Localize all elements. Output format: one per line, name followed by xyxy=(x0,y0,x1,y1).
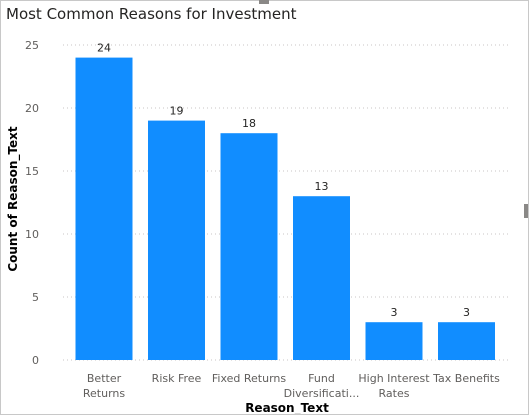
data-label: 3 xyxy=(463,306,470,319)
y-tick-label: 10 xyxy=(25,228,39,241)
x-tick-label: Fixed Returns xyxy=(212,372,287,385)
data-label: 3 xyxy=(391,306,398,319)
y-tick-label: 5 xyxy=(32,291,39,304)
x-tick-label: Better xyxy=(87,372,122,385)
y-tick-label: 0 xyxy=(32,354,39,367)
bar[interactable] xyxy=(220,133,278,360)
x-tick-label: Returns xyxy=(83,387,126,400)
data-labels: 24 19 18 13 3 3 xyxy=(97,42,470,320)
x-tick-label: Rates xyxy=(379,387,410,400)
data-label: 19 xyxy=(170,105,184,118)
x-tick-label: High Interest xyxy=(358,372,430,385)
data-label: 24 xyxy=(97,42,111,55)
y-tick-label: 25 xyxy=(25,39,39,52)
chart-title: Most Common Reasons for Investment xyxy=(6,5,297,23)
data-label: 18 xyxy=(242,117,256,130)
y-tick-label: 20 xyxy=(25,102,39,115)
x-tick-label: Risk Free xyxy=(152,372,202,385)
bars xyxy=(75,57,495,360)
x-tick-label: Fund xyxy=(308,372,335,385)
resize-handle-right[interactable] xyxy=(524,204,528,218)
bar[interactable] xyxy=(438,322,495,360)
y-axis: 0 5 10 15 20 25 xyxy=(25,39,39,367)
x-axis: Better Returns Risk Free Fixed Returns Fund D… xyxy=(83,372,500,400)
data-label: 13 xyxy=(315,180,329,193)
x-axis-title: Reason_Text xyxy=(245,401,329,414)
y-tick-label: 15 xyxy=(25,165,39,178)
bar[interactable] xyxy=(148,120,205,360)
x-tick-label: Diversificati... xyxy=(284,387,360,400)
x-tick-label: Tax Benefits xyxy=(432,372,500,385)
resize-handle-top[interactable] xyxy=(259,0,269,4)
bar[interactable] xyxy=(365,322,423,360)
bar[interactable] xyxy=(293,196,350,360)
y-axis-title: Count of Reason_Text xyxy=(6,126,21,272)
bar[interactable] xyxy=(75,57,133,360)
